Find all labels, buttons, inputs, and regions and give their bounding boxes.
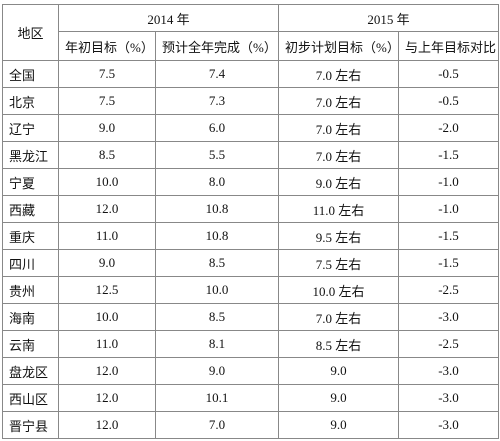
value-cell: 7.0 左右 (278, 114, 400, 142)
region-cell: 西藏 (2, 195, 59, 223)
value-cell: -1.5 (398, 249, 500, 277)
value-cell: 10.0 (58, 303, 156, 331)
value-cell: 5.5 (154, 141, 280, 169)
value-cell: 12.0 (58, 195, 156, 223)
value-cell: 7.5 (58, 60, 156, 88)
value-cell: 7.5 (58, 87, 156, 115)
value-cell: -2.5 (398, 276, 500, 304)
region-cell: 晋宁县 (2, 411, 59, 439)
value-cell: -1.0 (398, 195, 500, 223)
region-cell: 重庆 (2, 222, 59, 250)
region-cell: 海南 (2, 303, 59, 331)
region-cell: 云南 (2, 330, 59, 358)
value-cell: 12.0 (58, 384, 156, 412)
table-row: 海南 10.0 8.5 7.0 左右 -3.0 (2, 303, 500, 331)
table-body: 全国 7.5 7.4 7.0 左右 -0.5 北京 7.5 7.3 7.0 左右 -0.5 辽宁 9.… (2, 60, 500, 439)
value-cell: -1.5 (398, 141, 500, 169)
value-cell: 7.0 左右 (278, 303, 400, 331)
value-cell: 8.5 (154, 303, 280, 331)
region-cell: 辽宁 (2, 114, 59, 142)
value-cell: 9.5 左右 (278, 222, 400, 250)
value-cell: -0.5 (398, 60, 500, 88)
value-cell: 10.8 (154, 222, 280, 250)
value-cell: 7.0 左右 (278, 60, 400, 88)
value-cell: 7.0 (154, 411, 280, 439)
region-cell: 贵州 (2, 276, 59, 304)
column-header: 预计全年完成（%） (154, 31, 280, 61)
value-cell: 10.0 (58, 168, 156, 196)
value-cell: 8.1 (154, 330, 280, 358)
region-cell: 四川 (2, 249, 59, 277)
value-cell: -3.0 (398, 384, 500, 412)
table-row: 重庆 11.0 10.8 9.5 左右 -1.5 (2, 222, 500, 250)
value-cell: 12.0 (58, 411, 156, 439)
table-row: 贵州 12.5 10.0 10.0 左右 -2.5 (2, 276, 500, 304)
value-cell: -3.0 (398, 303, 500, 331)
value-cell: 10.0 左右 (278, 276, 400, 304)
table-row: 北京 7.5 7.3 7.0 左右 -0.5 (2, 87, 500, 115)
value-cell: 12.5 (58, 276, 156, 304)
value-cell: -1.0 (398, 168, 500, 196)
region-cell: 北京 (2, 87, 59, 115)
data-table: 地区 2014 年 2015 年 年初目标（%） 预计全年完成（%） 初步计划目… (2, 4, 500, 439)
value-cell: 7.0 左右 (278, 141, 400, 169)
table-row: 四川 9.0 8.5 7.5 左右 -1.5 (2, 249, 500, 277)
value-cell: 9.0 左右 (278, 168, 400, 196)
table-row: 西山区 12.0 10.1 9.0 -3.0 (2, 384, 500, 412)
value-cell: 9.0 (58, 249, 156, 277)
value-cell: 7.4 (154, 60, 280, 88)
value-cell: 9.0 (278, 357, 400, 385)
table-row: 宁夏 10.0 8.0 9.0 左右 -1.0 (2, 168, 500, 196)
value-cell: 10.1 (154, 384, 280, 412)
value-cell: -1.5 (398, 222, 500, 250)
region-cell: 全国 (2, 60, 59, 88)
value-cell: 6.0 (154, 114, 280, 142)
value-cell: 9.0 (278, 384, 400, 412)
value-cell: -0.5 (398, 87, 500, 115)
value-cell: 8.5 (58, 141, 156, 169)
value-cell: 11.0 左右 (278, 195, 400, 223)
value-cell: 7.5 左右 (278, 249, 400, 277)
value-cell: -3.0 (398, 411, 500, 439)
value-cell: 9.0 (58, 114, 156, 142)
region-cell: 盘龙区 (2, 357, 59, 385)
year-header: 2015 年 (278, 4, 500, 32)
value-cell: 11.0 (58, 330, 156, 358)
value-cell: 12.0 (58, 357, 156, 385)
table-row: 盘龙区 12.0 9.0 9.0 -3.0 (2, 357, 500, 385)
value-cell: -3.0 (398, 357, 500, 385)
table-row: 黑龙江 8.5 5.5 7.0 左右 -1.5 (2, 141, 500, 169)
value-cell: 9.0 (278, 411, 400, 439)
value-cell: -2.5 (398, 330, 500, 358)
column-header: 年初目标（%） (58, 31, 156, 61)
value-cell: 10.8 (154, 195, 280, 223)
value-cell: 9.0 (154, 357, 280, 385)
value-cell: 7.0 左右 (278, 87, 400, 115)
value-cell: 8.5 (154, 249, 280, 277)
value-cell: -2.0 (398, 114, 500, 142)
table-row: 全国 7.5 7.4 7.0 左右 -0.5 (2, 60, 500, 88)
value-cell: 11.0 (58, 222, 156, 250)
region-cell: 宁夏 (2, 168, 59, 196)
table-row: 西藏 12.0 10.8 11.0 左右 -1.0 (2, 195, 500, 223)
table-row: 云南 11.0 8.1 8.5 左右 -2.5 (2, 330, 500, 358)
table-row: 晋宁县 12.0 7.0 9.0 -3.0 (2, 411, 500, 439)
region-cell: 西山区 (2, 384, 59, 412)
column-header: 初步计划目标（%） (278, 31, 400, 61)
table-row: 辽宁 9.0 6.0 7.0 左右 -2.0 (2, 114, 500, 142)
region-cell: 黑龙江 (2, 141, 59, 169)
year-header: 2014 年 (57, 4, 280, 32)
region-header: 地区 (2, 4, 59, 61)
column-header: 与上年目标对比 (398, 31, 500, 61)
value-cell: 8.0 (154, 168, 280, 196)
value-cell: 8.5 左右 (278, 330, 400, 358)
value-cell: 7.3 (154, 87, 280, 115)
value-cell: 10.0 (154, 276, 280, 304)
